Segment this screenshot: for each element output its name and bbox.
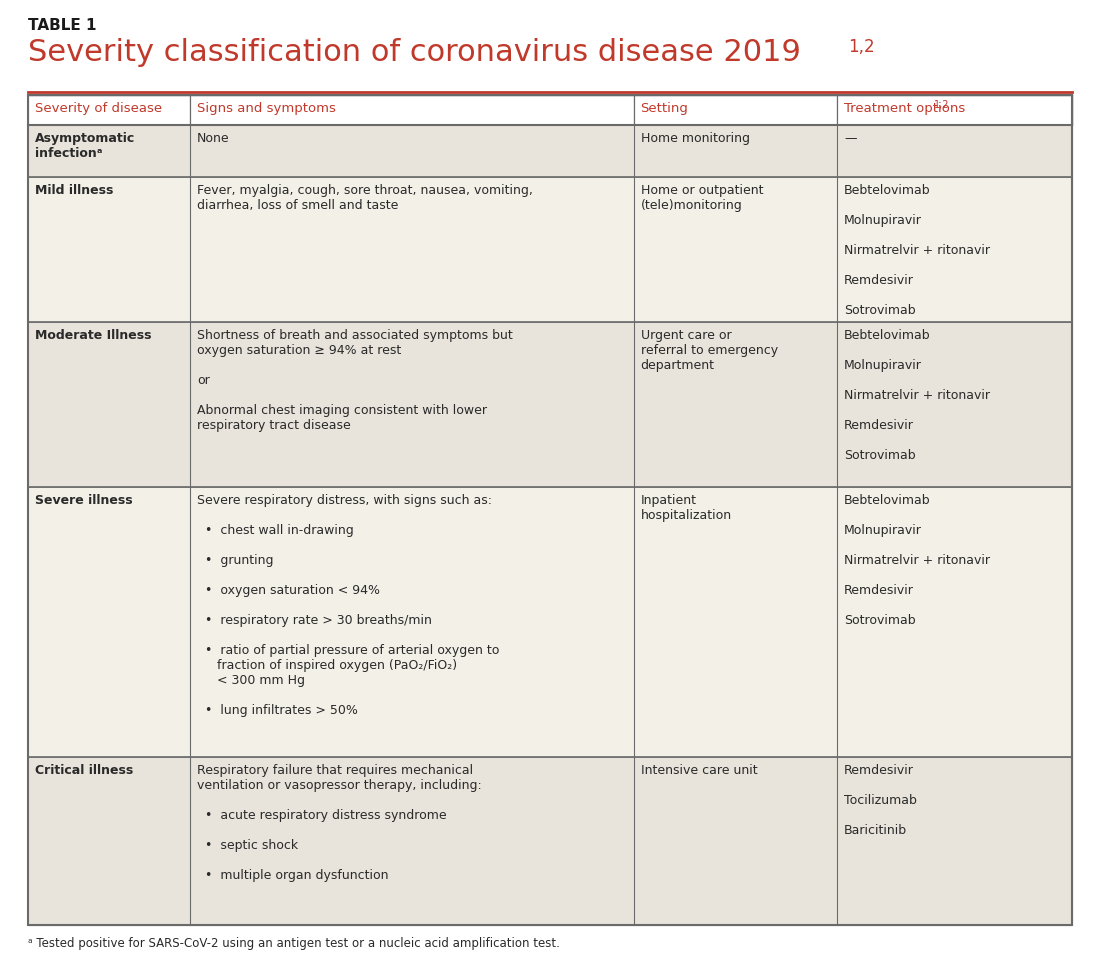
Bar xyxy=(634,487,837,757)
Bar xyxy=(634,125,837,177)
Text: Mild illness: Mild illness xyxy=(35,184,113,197)
Bar xyxy=(28,125,1072,177)
Text: Asymptomatic
infectionᵃ: Asymptomatic infectionᵃ xyxy=(35,132,135,160)
Bar xyxy=(28,322,190,487)
Text: Severity of disease: Severity of disease xyxy=(35,102,162,115)
Bar xyxy=(28,95,1072,125)
Text: TABLE 1: TABLE 1 xyxy=(28,18,97,33)
Text: Urgent care or
referral to emergency
department: Urgent care or referral to emergency dep… xyxy=(640,329,778,372)
Text: ᵃ Tested positive for SARS-CoV-2 using an antigen test or a nucleic acid amplifi: ᵃ Tested positive for SARS-CoV-2 using a… xyxy=(28,937,560,950)
Text: Treatment options: Treatment options xyxy=(844,102,966,115)
Bar xyxy=(634,322,837,487)
Text: Bebtelovimab

Molnupiravir

Nirmatrelvir + ritonavir

Remdesivir

Sotrovimab: Bebtelovimab Molnupiravir Nirmatrelvir +… xyxy=(844,184,990,317)
Bar xyxy=(190,322,634,487)
Text: 1,2: 1,2 xyxy=(848,38,874,56)
Bar xyxy=(837,95,1072,125)
Bar xyxy=(190,95,634,125)
Bar xyxy=(190,487,634,757)
Bar xyxy=(837,757,1072,925)
Text: Severe illness: Severe illness xyxy=(35,494,133,507)
Text: Severity classification of coronavirus disease 2019: Severity classification of coronavirus d… xyxy=(28,38,801,67)
Text: Shortness of breath and associated symptoms but
oxygen saturation ≥ 94% at rest
: Shortness of breath and associated sympt… xyxy=(197,329,513,432)
Text: Critical illness: Critical illness xyxy=(35,764,133,777)
Text: 1,2: 1,2 xyxy=(934,100,949,110)
Bar xyxy=(28,177,1072,322)
Text: Home monitoring: Home monitoring xyxy=(640,132,749,145)
Text: Setting: Setting xyxy=(640,102,689,115)
Bar xyxy=(28,487,1072,757)
Bar xyxy=(837,125,1072,177)
Bar xyxy=(28,757,1072,925)
Bar xyxy=(28,95,190,125)
Bar xyxy=(28,125,190,177)
Text: Signs and symptoms: Signs and symptoms xyxy=(197,102,336,115)
Bar xyxy=(28,757,190,925)
Text: Remdesivir

Tocilizumab

Baricitinib: Remdesivir Tocilizumab Baricitinib xyxy=(844,764,917,837)
Bar xyxy=(28,322,1072,487)
Text: Bebtelovimab

Molnupiravir

Nirmatrelvir + ritonavir

Remdesivir

Sotrovimab: Bebtelovimab Molnupiravir Nirmatrelvir +… xyxy=(844,494,990,627)
Text: Fever, myalgia, cough, sore throat, nausea, vomiting,
diarrhea, loss of smell an: Fever, myalgia, cough, sore throat, naus… xyxy=(197,184,532,212)
Bar xyxy=(837,487,1072,757)
Text: Respiratory failure that requires mechanical
ventilation or vasopressor therapy,: Respiratory failure that requires mechan… xyxy=(197,764,482,882)
Bar xyxy=(190,177,634,322)
Text: Intensive care unit: Intensive care unit xyxy=(640,764,757,777)
Bar xyxy=(634,95,837,125)
Bar xyxy=(837,177,1072,322)
Bar xyxy=(28,95,1072,925)
Bar xyxy=(837,322,1072,487)
Text: Home or outpatient
(tele)monitoring: Home or outpatient (tele)monitoring xyxy=(640,184,763,212)
Bar xyxy=(190,757,634,925)
Bar xyxy=(28,177,190,322)
Bar xyxy=(634,757,837,925)
Bar xyxy=(634,177,837,322)
Bar xyxy=(190,125,634,177)
Text: Bebtelovimab

Molnupiravir

Nirmatrelvir + ritonavir

Remdesivir

Sotrovimab: Bebtelovimab Molnupiravir Nirmatrelvir +… xyxy=(844,329,990,462)
Text: Inpatient
hospitalization: Inpatient hospitalization xyxy=(640,494,732,522)
Text: None: None xyxy=(197,132,230,145)
Bar xyxy=(28,487,190,757)
Text: Severe respiratory distress, with signs such as:

  •  chest wall in-drawing

  : Severe respiratory distress, with signs … xyxy=(197,494,499,717)
Text: —: — xyxy=(844,132,857,145)
Text: Moderate Illness: Moderate Illness xyxy=(35,329,152,342)
